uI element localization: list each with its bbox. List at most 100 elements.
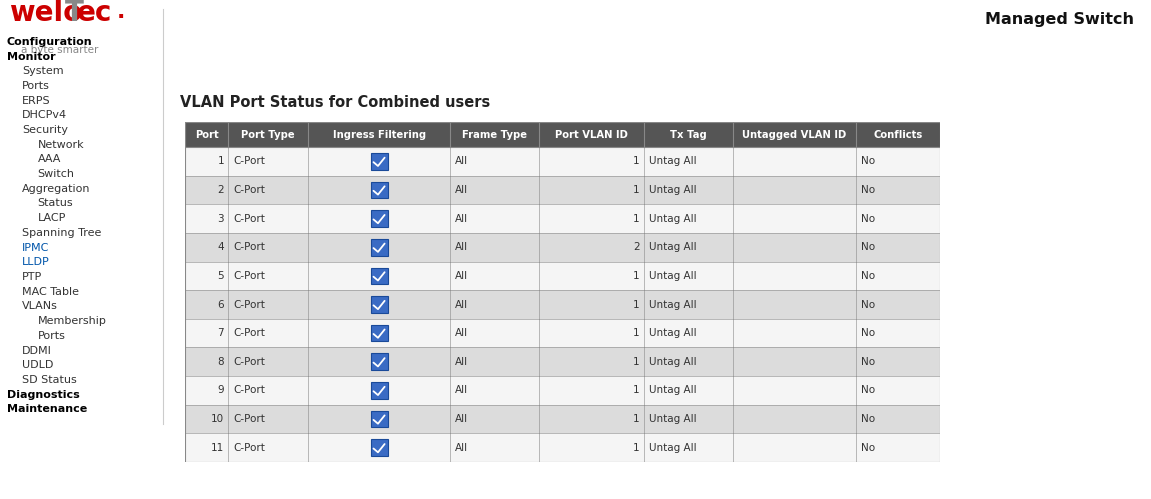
Text: Maintenance: Maintenance xyxy=(7,404,86,414)
FancyBboxPatch shape xyxy=(185,122,940,147)
Text: ·: · xyxy=(117,7,125,27)
FancyBboxPatch shape xyxy=(185,261,940,290)
Text: 9: 9 xyxy=(218,385,224,395)
FancyBboxPatch shape xyxy=(185,319,940,347)
Text: No: No xyxy=(861,214,875,224)
Text: Network: Network xyxy=(38,140,84,150)
Text: No: No xyxy=(861,299,875,309)
Text: C-Port: C-Port xyxy=(234,271,265,281)
FancyBboxPatch shape xyxy=(185,176,940,204)
FancyBboxPatch shape xyxy=(371,440,388,456)
FancyBboxPatch shape xyxy=(185,405,940,433)
Text: PTP: PTP xyxy=(22,272,43,282)
Text: No: No xyxy=(861,156,875,166)
FancyBboxPatch shape xyxy=(371,182,388,198)
Text: All: All xyxy=(456,357,468,367)
Text: 1: 1 xyxy=(633,271,640,281)
FancyBboxPatch shape xyxy=(371,210,388,227)
Text: 1: 1 xyxy=(633,156,640,166)
FancyBboxPatch shape xyxy=(371,153,388,170)
Text: Untag All: Untag All xyxy=(649,357,696,367)
Text: All: All xyxy=(456,214,468,224)
Text: 2: 2 xyxy=(218,185,224,195)
Text: Untag All: Untag All xyxy=(649,242,696,252)
Text: All: All xyxy=(456,414,468,424)
Text: Untag All: Untag All xyxy=(649,214,696,224)
Text: 1: 1 xyxy=(633,299,640,309)
Text: Ports: Ports xyxy=(38,331,66,341)
Text: Diagnostics: Diagnostics xyxy=(7,390,79,400)
FancyBboxPatch shape xyxy=(185,290,940,319)
Text: No: No xyxy=(861,271,875,281)
Text: Untag All: Untag All xyxy=(649,299,696,309)
FancyBboxPatch shape xyxy=(371,411,388,427)
FancyBboxPatch shape xyxy=(371,325,388,341)
Text: Untag All: Untag All xyxy=(649,443,696,453)
Text: 6: 6 xyxy=(218,299,224,309)
Text: Aggregation: Aggregation xyxy=(22,184,91,194)
Text: DHCPv4: DHCPv4 xyxy=(22,110,67,120)
Text: Port: Port xyxy=(195,130,219,140)
Text: 8: 8 xyxy=(218,357,224,367)
Text: 7: 7 xyxy=(218,328,224,338)
Text: 4: 4 xyxy=(218,242,224,252)
Text: Tx Tag: Tx Tag xyxy=(670,130,707,140)
Text: 1: 1 xyxy=(633,443,640,453)
Text: Spanning Tree: Spanning Tree xyxy=(22,228,101,238)
Text: 11: 11 xyxy=(211,443,224,453)
Text: SD Status: SD Status xyxy=(22,375,77,385)
Text: 1: 1 xyxy=(633,185,640,195)
Text: 1: 1 xyxy=(633,385,640,395)
Text: Monitor: Monitor xyxy=(7,51,55,61)
Text: All: All xyxy=(456,385,468,395)
Text: No: No xyxy=(861,443,875,453)
Text: C-Port: C-Port xyxy=(234,299,265,309)
Text: VLANs: VLANs xyxy=(22,301,58,311)
Text: MAC Table: MAC Table xyxy=(22,287,79,297)
Text: No: No xyxy=(861,357,875,367)
Text: 1: 1 xyxy=(633,357,640,367)
Text: Managed Switch: Managed Switch xyxy=(985,12,1134,27)
Text: 3: 3 xyxy=(218,214,224,224)
FancyBboxPatch shape xyxy=(185,204,940,233)
Text: All: All xyxy=(456,299,468,309)
Text: All: All xyxy=(456,328,468,338)
Text: System: System xyxy=(22,66,63,76)
Text: No: No xyxy=(861,242,875,252)
FancyBboxPatch shape xyxy=(185,233,940,261)
FancyBboxPatch shape xyxy=(185,376,940,405)
Text: Conflicts: Conflicts xyxy=(874,130,923,140)
Text: Untag All: Untag All xyxy=(649,385,696,395)
Text: No: No xyxy=(861,185,875,195)
Text: a byte smarter: a byte smarter xyxy=(21,45,98,55)
Text: 1: 1 xyxy=(633,328,640,338)
Text: C-Port: C-Port xyxy=(234,328,265,338)
Text: Untag All: Untag All xyxy=(649,185,696,195)
Text: Port Type: Port Type xyxy=(242,130,295,140)
Text: 1: 1 xyxy=(633,214,640,224)
FancyBboxPatch shape xyxy=(371,296,388,313)
Text: Untag All: Untag All xyxy=(649,271,696,281)
Text: 1: 1 xyxy=(633,414,640,424)
Text: ec: ec xyxy=(77,0,113,27)
Text: Membership: Membership xyxy=(38,316,106,326)
Text: C-Port: C-Port xyxy=(234,385,265,395)
Text: AAA: AAA xyxy=(38,154,61,164)
Text: C-Port: C-Port xyxy=(234,443,265,453)
Text: 1: 1 xyxy=(218,156,224,166)
Text: DDMI: DDMI xyxy=(22,345,52,355)
FancyBboxPatch shape xyxy=(185,347,940,376)
Text: VLAN Port Status for Combined users: VLAN Port Status for Combined users xyxy=(180,95,490,110)
Text: C-Port: C-Port xyxy=(234,156,265,166)
Text: UDLD: UDLD xyxy=(22,360,53,370)
Text: C-Port: C-Port xyxy=(234,214,265,224)
FancyBboxPatch shape xyxy=(371,239,388,255)
Text: No: No xyxy=(861,328,875,338)
Text: Frame Type: Frame Type xyxy=(463,130,527,140)
Text: All: All xyxy=(456,443,468,453)
Text: All: All xyxy=(456,156,468,166)
Text: All: All xyxy=(456,185,468,195)
Text: LLDP: LLDP xyxy=(22,257,49,267)
Text: 5: 5 xyxy=(218,271,224,281)
FancyBboxPatch shape xyxy=(371,382,388,399)
